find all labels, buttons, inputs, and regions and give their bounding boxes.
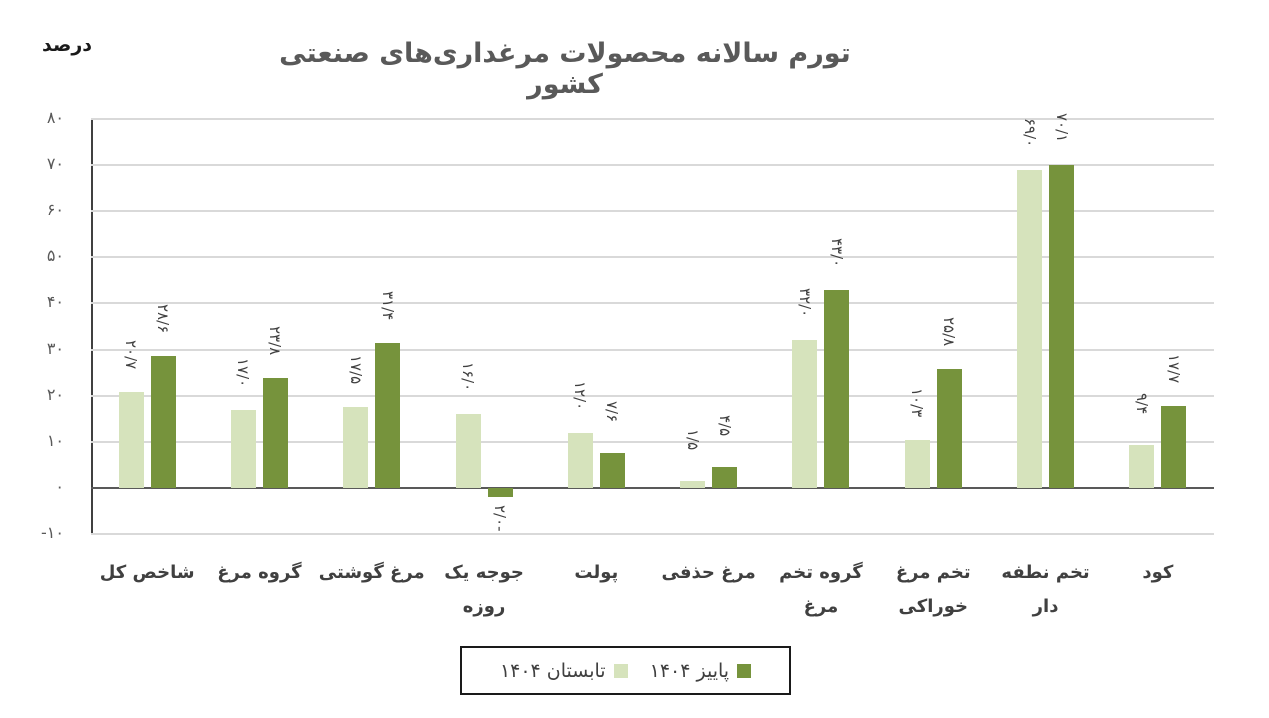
- y-axis-line: [91, 119, 93, 534]
- category-label-line1: تخم مرغ: [895, 562, 971, 583]
- gridline: [91, 348, 1214, 351]
- y-tick-label: ۱۰: [46, 430, 64, 450]
- data-label: ۴۳/۰: [827, 237, 846, 267]
- y-tick-label: -۱۰: [41, 523, 64, 542]
- bar-autumn: [1161, 406, 1187, 488]
- zero-baseline: [91, 486, 1214, 489]
- data-label: ۱۷/۷: [1164, 354, 1183, 384]
- category-label-line1: گروه تخم: [779, 562, 863, 583]
- y-axis-unit-label: درصد: [42, 34, 93, 56]
- data-label: ۶۹/۰: [1020, 117, 1039, 147]
- y-tick-label: ۵۰: [46, 246, 64, 266]
- category-label-line1: پولت: [574, 562, 619, 583]
- data-label: ۱۶/۰: [459, 362, 478, 392]
- gridline: [91, 210, 1214, 213]
- category-label: مرغ حذفی: [649, 556, 769, 590]
- y-tick-label: ۸۰: [46, 108, 64, 127]
- data-label: ۲۳/۸: [266, 326, 285, 356]
- bar-summer: [343, 407, 369, 488]
- category-label: جوجه یک روزه: [424, 556, 544, 624]
- data-label: ۹/۴: [1132, 392, 1151, 414]
- gridline: [91, 394, 1214, 397]
- bar-summer: [455, 414, 481, 488]
- y-tick-label: ۴۰: [46, 292, 64, 312]
- gridline: [91, 118, 1214, 120]
- data-label: ۱۷/۵: [346, 355, 365, 385]
- y-tick-label: ۷۰: [46, 154, 64, 174]
- bar-autumn: [150, 356, 176, 488]
- gridline: [91, 164, 1214, 167]
- legend-label-autumn: پاییز ۱۴۰۴: [649, 659, 730, 682]
- bar-autumn: [262, 378, 288, 488]
- category-label-line1: مرغ حذفی: [661, 562, 756, 583]
- data-label: -۲/۰: [491, 505, 510, 532]
- legend-item-autumn: پاییز ۱۴۰۴: [649, 659, 752, 682]
- legend-item-summer: تابستان ۱۴۰۴: [500, 660, 628, 682]
- data-label: ۲۵/۸: [940, 316, 959, 347]
- category-label: تخم نطفه دار: [986, 556, 1106, 624]
- gridline: [91, 533, 1214, 535]
- category-label-line2: مرغ: [803, 596, 839, 617]
- gridline: [91, 302, 1214, 305]
- bar-summer: [904, 440, 930, 488]
- category-label-line1: شاخص کل: [99, 562, 195, 583]
- data-label: ۱۷/۰: [234, 357, 253, 387]
- plot-area: ۲۰/۷ ۱۷/۰ ۱۷/۵ ۱۶/۰ ۱۲/۰ ۱/۵ ۳۲/۰ ۱۰/۳ ۶۹/۰ ۹/۴ ۲۸…: [91, 113, 1214, 535]
- legend-label-summer: تابستان ۱۴۰۴: [499, 659, 606, 682]
- category-label-line2: خوراکی: [898, 596, 968, 617]
- category-label-line1: مرغ گوشتی: [318, 562, 425, 583]
- y-tick-label: ۳۰: [46, 338, 64, 358]
- category-label-line1: تخم نطفه دار: [1001, 562, 1090, 617]
- bar-summer: [118, 392, 144, 488]
- bar-autumn: [1049, 164, 1075, 488]
- y-tick-label: ۲۰: [46, 384, 64, 404]
- category-label-line1: گروه مرغ: [217, 562, 302, 583]
- bar-autumn: [936, 368, 962, 488]
- legend: تابستان ۱۴۰۴ پاییز ۱۴۰۴: [460, 646, 791, 695]
- bar-summer: [1017, 169, 1043, 488]
- y-tick-label: ۶۰: [46, 200, 64, 220]
- bar-summer: [680, 480, 706, 488]
- category-label: کود: [1098, 556, 1218, 590]
- data-label: ۷۰/۱: [1052, 112, 1071, 142]
- bar-autumn: [375, 343, 401, 488]
- data-label: ۱/۵: [683, 428, 702, 451]
- category-label: گروه تخم مرغ: [761, 556, 881, 624]
- bar-summer: [792, 340, 818, 488]
- data-label: ۳۱/۴: [378, 291, 397, 321]
- gridline: [91, 256, 1214, 259]
- bar-autumn: [599, 452, 625, 488]
- bar-summer: [1129, 444, 1155, 488]
- data-label: ۲۸/۶: [154, 304, 173, 334]
- category-label-line2: روزه: [462, 596, 506, 617]
- data-label: ۲۰/۷: [122, 340, 141, 370]
- category-label-line1: کود: [1142, 562, 1174, 583]
- legend-swatch-summer: [613, 663, 628, 678]
- legend-swatch-autumn: [737, 663, 752, 678]
- category-label: پولت: [536, 556, 656, 590]
- data-label: ۴/۵: [715, 415, 734, 437]
- chart-title: تورم سالانه محصولات مرغداری‌های صنعتی کش…: [279, 38, 851, 100]
- data-label: ۳۲/۰: [795, 288, 814, 318]
- category-label: تخم مرغ خوراکی: [873, 556, 993, 624]
- bar-summer: [230, 409, 256, 488]
- category-label: مرغ گوشتی: [312, 556, 432, 590]
- data-label: ۱۲/۰: [571, 380, 590, 410]
- category-label: گروه مرغ: [199, 556, 319, 590]
- bar-summer: [567, 432, 593, 488]
- y-tick-label: ۰: [55, 476, 64, 496]
- category-label: شاخص کل: [87, 556, 207, 590]
- bar-autumn: [712, 467, 738, 488]
- bar-autumn: [824, 289, 850, 488]
- bar-autumn: [487, 487, 513, 498]
- category-label-line1: جوجه یک: [444, 562, 524, 583]
- data-label: ۷/۶: [603, 400, 622, 423]
- gridline: [91, 440, 1214, 443]
- data-label: ۱۰/۳: [908, 388, 927, 418]
